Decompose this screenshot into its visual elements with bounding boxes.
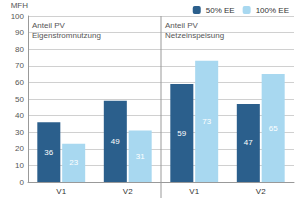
svg-text:V2: V2 <box>123 187 133 196</box>
svg-text:65: 65 <box>269 124 278 133</box>
svg-text:100: 100 <box>11 12 25 21</box>
svg-text:20: 20 <box>15 144 24 153</box>
svg-text:V1: V1 <box>189 187 199 196</box>
svg-text:Anteil PV: Anteil PV <box>32 21 66 30</box>
svg-text:100% EE: 100% EE <box>256 6 289 15</box>
svg-text:V1: V1 <box>56 187 66 196</box>
svg-text:49: 49 <box>111 137 120 146</box>
svg-text:50: 50 <box>15 95 24 104</box>
svg-text:Netzeinspeisung: Netzeinspeisung <box>165 31 224 40</box>
svg-text:47: 47 <box>244 138 253 147</box>
svg-text:31: 31 <box>136 152 145 161</box>
svg-text:90: 90 <box>15 28 24 37</box>
svg-text:0: 0 <box>20 178 25 187</box>
svg-text:36: 36 <box>44 148 53 157</box>
svg-text:Eigenstromnutzung: Eigenstromnutzung <box>32 31 101 40</box>
svg-text:MFH: MFH <box>11 1 29 10</box>
svg-text:80: 80 <box>15 45 24 54</box>
svg-text:59: 59 <box>177 129 186 138</box>
svg-text:30: 30 <box>15 128 24 137</box>
svg-text:V2: V2 <box>256 187 266 196</box>
svg-text:23: 23 <box>69 158 78 167</box>
svg-text:60: 60 <box>15 78 24 87</box>
svg-text:10: 10 <box>15 161 24 170</box>
svg-text:Anteil PV: Anteil PV <box>165 21 199 30</box>
svg-text:50% EE: 50% EE <box>206 6 235 15</box>
svg-text:70: 70 <box>15 61 24 70</box>
svg-text:73: 73 <box>202 117 211 126</box>
svg-text:40: 40 <box>15 111 24 120</box>
